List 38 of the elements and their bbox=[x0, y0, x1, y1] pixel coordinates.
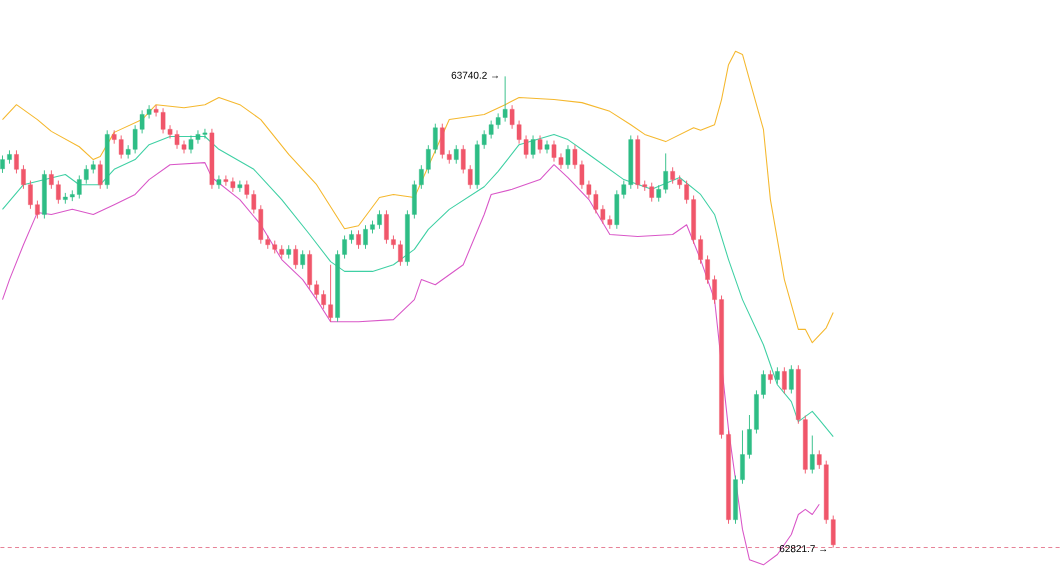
candlestick bbox=[97, 160, 103, 190]
candlestick bbox=[565, 144, 571, 170]
candlestick bbox=[377, 210, 382, 230]
candlestick bbox=[684, 180, 689, 205]
candlestick bbox=[76, 175, 82, 200]
candlestick bbox=[433, 123, 438, 155]
candlestick bbox=[216, 175, 222, 190]
candlestick bbox=[789, 365, 794, 395]
candlestick bbox=[761, 370, 766, 400]
candlestick bbox=[705, 255, 710, 285]
annotation: 62821.7 → bbox=[779, 545, 827, 553]
candlestick bbox=[810, 435, 815, 475]
candlestick bbox=[363, 224, 368, 250]
candlestick bbox=[56, 180, 61, 205]
candlestick bbox=[419, 164, 424, 190]
candlestick bbox=[293, 244, 298, 270]
candlestick bbox=[698, 235, 703, 265]
candlestick bbox=[328, 264, 333, 323]
candlestick bbox=[712, 275, 717, 305]
candlestick bbox=[782, 367, 787, 395]
candlestick bbox=[28, 180, 33, 210]
candlestick bbox=[453, 144, 459, 165]
annotation: 63740.2 → bbox=[451, 71, 498, 79]
candlestick bbox=[21, 164, 26, 190]
candlestick bbox=[49, 170, 54, 190]
candlestick bbox=[649, 182, 655, 203]
candlestick bbox=[816, 450, 822, 470]
candlestick bbox=[342, 235, 347, 260]
candlestick bbox=[426, 144, 431, 175]
candlestick bbox=[14, 150, 19, 175]
candlestick bbox=[398, 240, 403, 267]
candlestick bbox=[530, 135, 536, 160]
candlestick bbox=[663, 153, 668, 195]
candlestick bbox=[356, 230, 361, 250]
candlestick bbox=[83, 164, 89, 185]
candlestick bbox=[321, 290, 326, 310]
candlestick bbox=[544, 140, 550, 155]
candlestick bbox=[300, 250, 305, 270]
